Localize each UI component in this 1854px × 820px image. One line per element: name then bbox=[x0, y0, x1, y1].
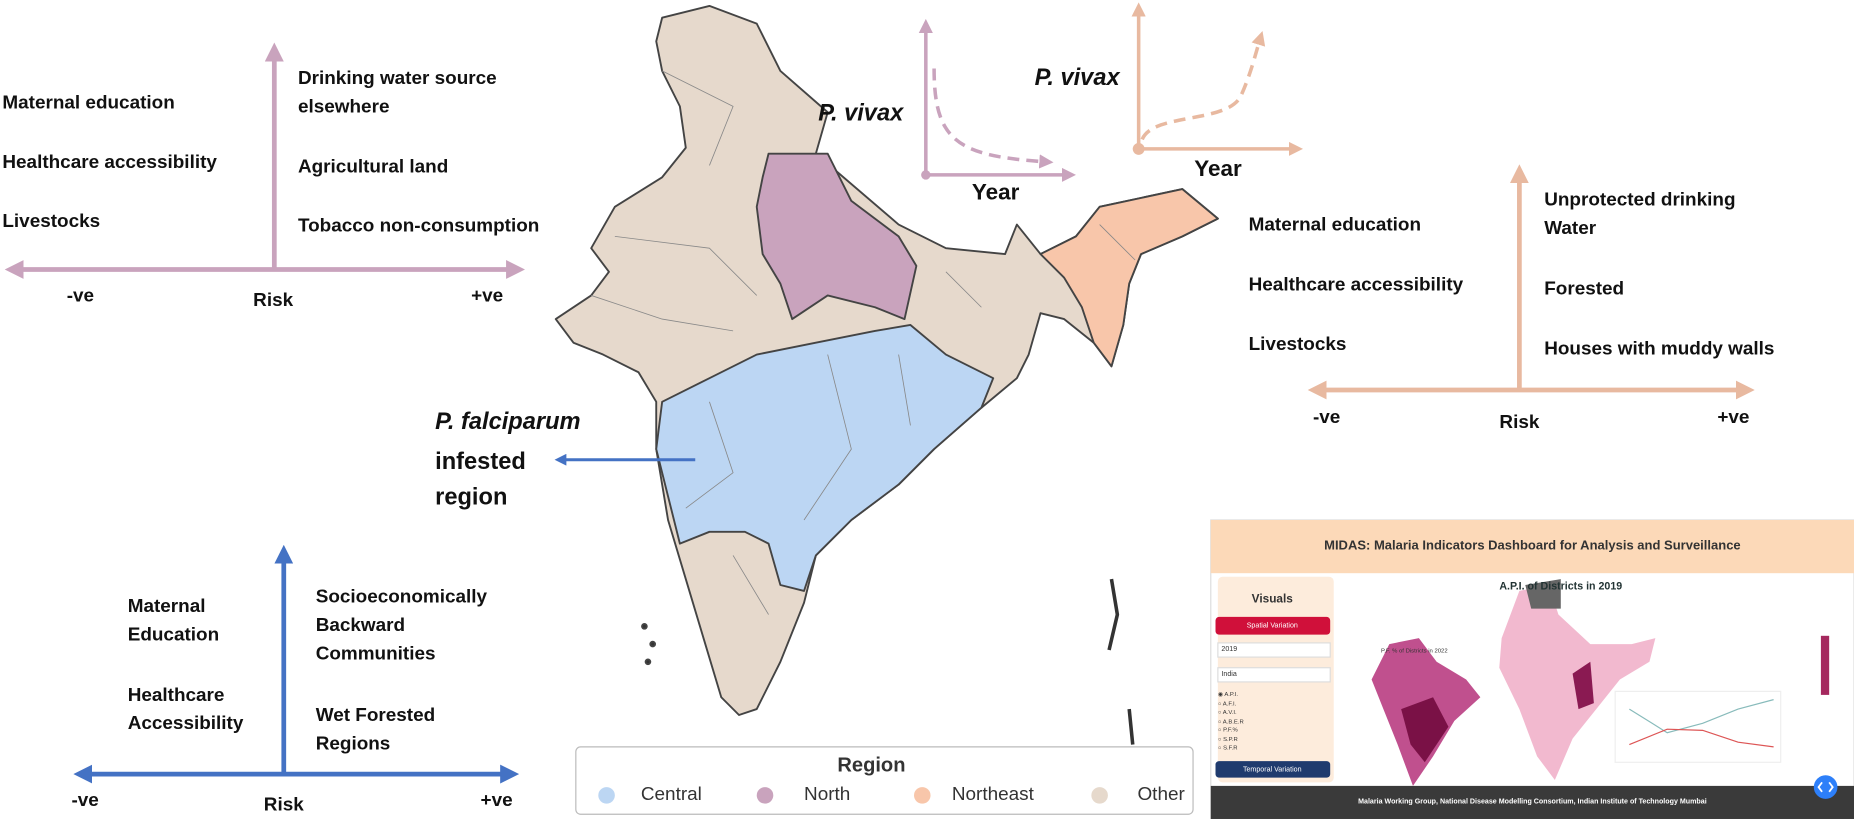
india-map bbox=[554, 4, 1219, 745]
risk-factor: Socioeconomically Backward Communities bbox=[315, 587, 488, 665]
species-label: P. vivax bbox=[818, 100, 904, 127]
legend-label: North bbox=[804, 784, 851, 805]
quadrant-axes bbox=[4, 42, 1755, 784]
species-label: P. vivax bbox=[1034, 64, 1120, 91]
indicator-option[interactable]: ○ A.B.E.R bbox=[1217, 717, 1244, 726]
axis-label: Risk bbox=[263, 795, 304, 816]
indicator-option[interactable]: ○ A.V.I. bbox=[1217, 709, 1237, 717]
axis-label: Risk bbox=[253, 290, 294, 311]
axis-label: -ve bbox=[66, 285, 95, 307]
legend-label: Central bbox=[640, 784, 702, 805]
axis-label: -ve bbox=[1312, 407, 1341, 428]
trend-axis-label: Year bbox=[971, 180, 1020, 206]
indicator-option[interactable]: ○ S.F.R bbox=[1217, 744, 1238, 752]
risk-factor: Forested bbox=[1544, 278, 1625, 299]
legend-marker bbox=[913, 787, 931, 804]
risk-factor: Houses with muddy walls bbox=[1544, 339, 1775, 360]
risk-factor: Drinking water source elsewhere bbox=[297, 68, 497, 117]
legend-marker bbox=[1091, 787, 1108, 804]
axis-label: Risk bbox=[1499, 412, 1540, 433]
risk-factor: Livestocks bbox=[2, 211, 101, 232]
risk-factor: Maternal Education bbox=[127, 596, 220, 646]
legend-marker bbox=[756, 787, 774, 804]
legend-title: Region bbox=[837, 753, 906, 777]
sidebar-input[interactable]: 2019 bbox=[1221, 646, 1238, 654]
indicator-option[interactable]: ○ A.F.I. bbox=[1217, 700, 1237, 708]
risk-factor: Healthcare Accessibility bbox=[127, 685, 244, 734]
risk-factor: Wet Forested Regions bbox=[315, 705, 436, 754]
sidebar-button[interactable]: Temporal Variation bbox=[1242, 766, 1302, 775]
legend-box bbox=[575, 746, 1194, 815]
map-title: A.P.I. of Districts in 2019 bbox=[1499, 580, 1623, 593]
sidebar-heading: Visuals bbox=[1251, 593, 1293, 607]
map-title: P.F. % of Districts in 2022 bbox=[1381, 647, 1448, 655]
indicator-option[interactable]: ◉ A.P.I. bbox=[1217, 691, 1239, 699]
legend-label: Other bbox=[1137, 784, 1185, 805]
annotation-text: infested region bbox=[435, 449, 526, 511]
axis-label: +ve bbox=[1717, 407, 1750, 428]
risk-factor: Maternal education bbox=[2, 93, 175, 114]
axis-label: -ve bbox=[71, 790, 99, 811]
indicator-option[interactable]: ○ P.F.% bbox=[1217, 726, 1238, 734]
trend-insets bbox=[918, 2, 1304, 182]
legend-label: Northeast bbox=[951, 784, 1034, 805]
axis-label: +ve bbox=[471, 285, 504, 307]
legend-marker bbox=[598, 787, 615, 804]
dashboard-screenshot bbox=[1210, 519, 1854, 819]
dashboard-footer: Malaria Working Group, National Disease … bbox=[1358, 798, 1707, 806]
dashboard-title: MIDAS: Malaria Indicators Dashboard for … bbox=[1324, 538, 1741, 554]
region-north bbox=[755, 152, 918, 321]
risk-factor: Agricultural land bbox=[297, 157, 449, 178]
risk-factor: Maternal education bbox=[1248, 215, 1422, 236]
risk-factor: Livestocks bbox=[1248, 334, 1347, 355]
sidebar-button[interactable]: Spatial Variation bbox=[1246, 622, 1298, 630]
sidebar-input[interactable]: India bbox=[1221, 671, 1237, 679]
region-central bbox=[655, 324, 995, 592]
trend-axis-label: Year bbox=[1194, 157, 1242, 182]
axis-label: +ve bbox=[480, 790, 513, 811]
risk-factor: Unprotected drinking Water bbox=[1544, 190, 1736, 239]
risk-factor: Tobacco non-consumption bbox=[297, 216, 540, 237]
indicator-option[interactable]: ○ S.P.R bbox=[1217, 735, 1238, 743]
species-label: P. falciparum bbox=[435, 408, 581, 435]
risk-factor: Healthcare accessibility bbox=[1248, 275, 1464, 296]
region-northeast bbox=[1039, 188, 1219, 368]
risk-factor: Healthcare accessibility bbox=[2, 152, 217, 173]
